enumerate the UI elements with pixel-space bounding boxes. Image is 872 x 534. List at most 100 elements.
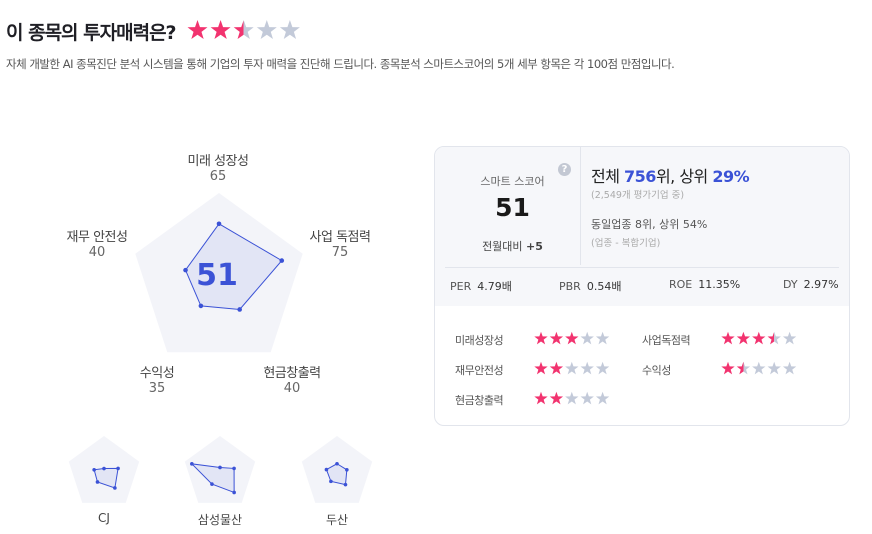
main-radar-point [216,221,222,227]
industry-note: (업종 - 복합기업) [591,238,661,249]
overall-percentile: 29% [712,167,750,186]
star-empty-icon [256,20,277,40]
radar-chart: 51 [68,193,373,503]
radar-value-profitability: 35 [148,381,166,396]
star-filled-icon [534,361,548,375]
peer-radar-cj-point [113,486,117,490]
peer-radar-doosan-point [329,479,333,484]
star-empty-icon [595,391,610,405]
star-empty-icon [279,20,300,40]
overall-note: (2,549개 평가기업 중) [591,190,685,201]
page-title: 이 종목의 투자매력은? [6,22,177,44]
peer-name-samsung-ct[interactable]: 삼성물산 [197,513,243,527]
peer-radar-doosan-point [324,467,329,472]
radar-score: 51 [196,258,238,293]
smart-score-value: 51 [495,193,530,222]
star-empty-icon [580,391,594,405]
radar-label-monopoly: 사업 독점력 [309,230,371,245]
category-label: 수익성 [642,364,671,377]
star-filled-icon [721,361,735,375]
peer-radar-doosan-point [335,461,339,466]
radar-value-cashflow: 40 [283,381,301,396]
radar-label-profitability: 수익성 [139,366,175,381]
radar-label-cashflow: 현금창출력 [263,366,321,381]
radar-value-stability: 40 [88,245,106,260]
overall-mid: 위, 상위 [655,167,713,186]
peer-radar-samsung-ct-point [190,462,194,466]
overall-rank-value: 756 [624,167,656,186]
star-filled-icon [752,331,766,345]
peer-radar-samsung-ct-point [232,490,236,495]
page-subtitle: 자체 개발한 AI 종목진단 분석 시스템을 통해 기업의 투자 매력을 진단해… [6,57,675,71]
star-filled-icon [187,20,208,40]
metric-label: PER [450,280,472,293]
peer-radar-cj-point [102,466,106,471]
star-empty-icon [782,331,797,345]
main-radar-point [279,258,285,263]
star-empty-icon [580,361,594,375]
star-filled-icon [565,331,579,345]
peer-radar-cj-point [92,467,96,472]
star-empty-icon [565,391,579,405]
category-stars [534,390,610,409]
metric-label: PBR [559,280,581,293]
peer-radar-doosan-area [325,463,348,486]
metric-per: PER 4.79배 [450,278,512,294]
metric-roe: ROE 11.35% [669,278,740,291]
month-over-month: 전월대비 +5 [435,238,590,254]
peer-name-cj[interactable]: CJ [98,511,110,525]
peer-name-doosan[interactable]: 두산 [325,513,349,527]
star-filled-icon [549,331,564,345]
star-half-icon [736,361,751,375]
smart-score-label: 스마트 스코어 [480,175,545,188]
category-stars [534,330,610,349]
smart-score-box: 스마트 스코어 ? 51 전월대비 +5 [435,147,581,265]
radar-value-growth: 65 [209,169,227,184]
metric-label: DY [783,278,798,291]
star-empty-icon [752,361,766,375]
category-label: 재무안전성 [455,364,504,377]
main-radar-point [237,307,242,312]
overall-rating-stars [187,19,300,44]
overall-prefix: 전체 [591,167,625,186]
peer-radar-doosan-point [343,482,348,487]
main-radar-point [198,303,204,309]
peer-radar-samsung-ct-background [184,436,256,503]
category-stars [721,360,797,379]
metric-value: 11.35% [698,278,741,291]
divider [445,267,839,268]
mom-value: +5 [526,240,543,253]
metric-label: ROE [669,278,693,291]
main-radar-area [184,223,283,310]
star-empty-icon [782,361,797,375]
metric-value: 0.54배 [586,280,622,293]
category-stars [721,330,797,349]
star-empty-icon [595,361,610,375]
category-label: 사업독점력 [642,334,691,347]
peer-radar-samsung-ct-point [218,465,222,470]
category-label: 현금창출력 [455,394,504,407]
metric-value: 4.79배 [477,280,512,293]
star-filled-icon [736,331,751,345]
metric-dy: DY 2.97% [783,278,839,291]
peer-radar-doosan-point [345,467,349,472]
peer-radar-samsung-ct-point [210,482,214,486]
star-filled-icon [210,20,231,40]
peer-radar-cj-point [116,466,120,471]
star-half-icon [767,331,781,345]
main-radar-point [183,267,188,273]
star-empty-icon [580,331,594,345]
star-filled-icon [549,361,564,375]
star-filled-icon [721,331,735,345]
question-circle-icon[interactable]: ? [558,163,571,176]
main-radar-background [135,193,303,353]
industry-rank: 동일업종 8위, 상위 54% [591,218,708,231]
mom-label: 전월대비 [482,240,523,253]
category-label: 미래성장성 [455,334,504,347]
star-empty-icon [595,331,610,345]
radar-value-monopoly: 75 [331,245,349,260]
category-stars [534,360,610,379]
radar-label-stability: 재무 안전성 [66,230,128,245]
star-empty-icon [767,361,781,375]
metric-value: 2.97% [803,278,839,291]
